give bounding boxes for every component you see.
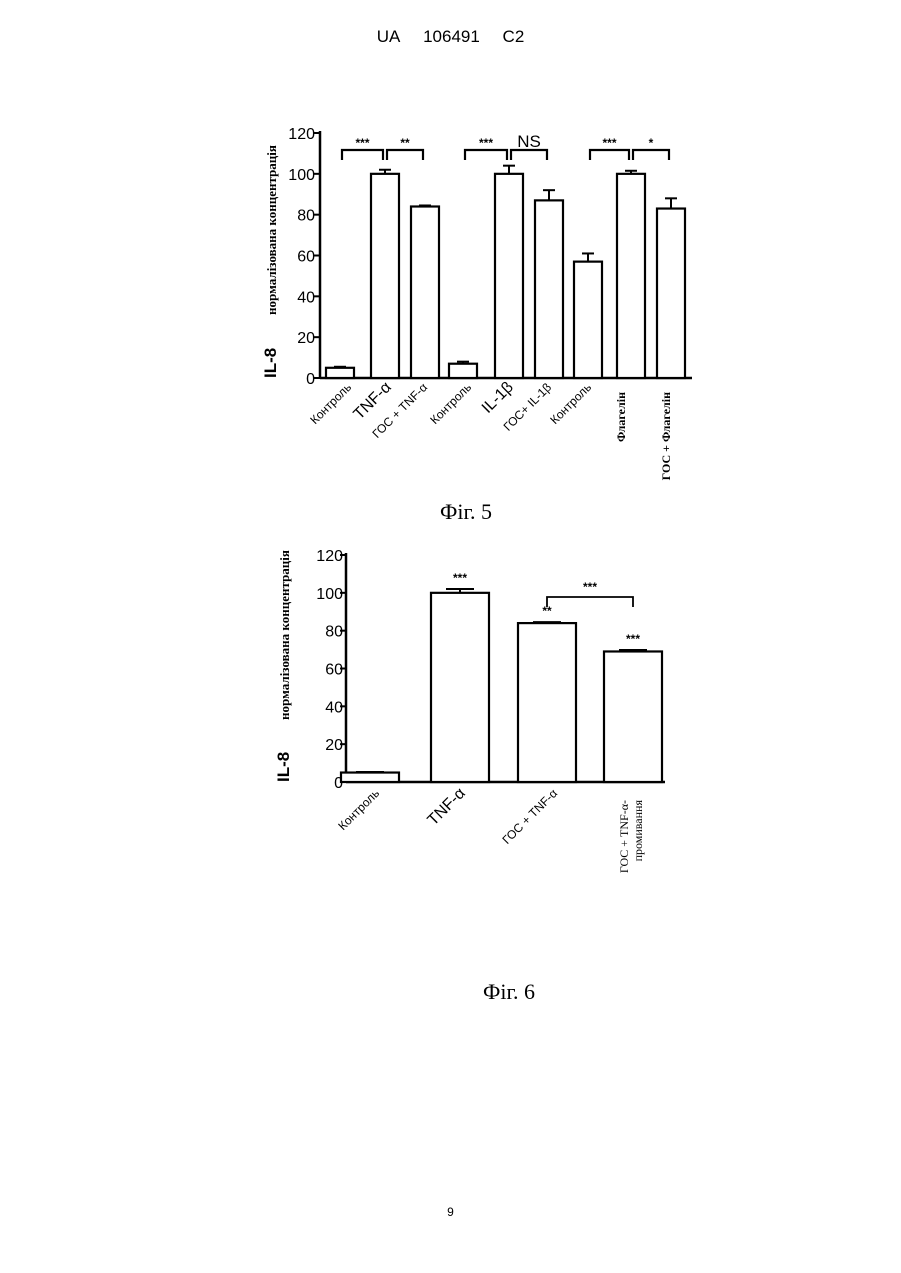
- fig5-bar: [572, 260, 604, 380]
- fig5-significance-bracket: [509, 148, 549, 160]
- fig5-y-tick-label: 0: [306, 371, 315, 388]
- fig5-significance-label: ***: [602, 136, 616, 150]
- fig6-y-label-main: IL-8: [274, 752, 293, 782]
- fig5-y-tick-label: 120: [288, 126, 315, 143]
- fig6-x-category-label: промивання: [631, 800, 645, 862]
- fig5-significance-label: ***: [479, 136, 493, 150]
- fig5-bar: [615, 172, 647, 380]
- fig6-y-tick-label: 60: [325, 662, 343, 679]
- fig5-bar: [369, 172, 401, 380]
- fig6-y-tick-label: 0: [334, 775, 343, 792]
- fig6-bar-significance-label: ***: [453, 571, 467, 585]
- header-country: UA: [376, 27, 401, 46]
- fig5-bar: [533, 199, 565, 380]
- figure-5-caption: Фіг. 5: [440, 499, 493, 524]
- fig5-y-label-sub: нормалізована концентрація: [264, 145, 279, 315]
- fig6-significance-label: ***: [583, 580, 597, 594]
- fig6-significance-bracket: [546, 596, 634, 607]
- fig5-x-category-label: Контроль: [547, 380, 594, 427]
- fig5-x-category-label: TNF-α: [351, 379, 395, 423]
- fig5-y-tick-label: 100: [288, 167, 315, 184]
- fig5-x-category-label: IL-1β: [479, 379, 517, 417]
- fig6-x-category-label: ГОС + TNF-α: [499, 786, 560, 847]
- fig5-bar: [409, 205, 441, 380]
- fig5-significance-label: **: [400, 136, 410, 150]
- fig6-bar: [339, 771, 401, 784]
- figure-6-caption: Фіг. 6: [483, 979, 536, 1004]
- fig6-y-tick-label: 120: [316, 548, 343, 565]
- fig5-bar: [493, 172, 525, 380]
- fig5-y-tick-label: 20: [297, 330, 315, 347]
- fig5-y-tick-label: 40: [297, 289, 315, 306]
- fig5-bar: [447, 362, 479, 380]
- fig6-y-tick-label: 80: [325, 624, 343, 641]
- fig6-bar: [516, 621, 578, 784]
- fig6-y-tick-label: 20: [325, 737, 343, 754]
- fig6-y-tick-label: 100: [316, 586, 343, 603]
- fig5-x-category-label: ГОС+ IL-1β: [501, 380, 555, 434]
- fig5-y-label-main: IL-8: [261, 348, 280, 378]
- fig5-significance-bracket: [340, 148, 385, 160]
- fig5-significance-bracket: [463, 148, 509, 160]
- fig5-significance-bracket: [385, 148, 425, 160]
- fig5-x-category-label: ГОС + TNF-α: [369, 380, 430, 441]
- fig6-x-category-label: TNF-α: [425, 785, 469, 829]
- fig5-x-category-label: Флагелін: [614, 392, 628, 442]
- fig6-bar-significance-label: **: [542, 604, 552, 618]
- page-number: 9: [447, 1205, 454, 1219]
- fig6-bar: [429, 591, 491, 784]
- fig5-significance-bracket: [588, 148, 631, 160]
- fig6-x-category-label: ГОС + TNF-α-: [617, 800, 631, 873]
- fig5-bar: [324, 366, 356, 380]
- fig6-y-tick-label: 40: [325, 699, 343, 716]
- fig6-x-category-label: Контроль: [335, 786, 382, 833]
- fig5-significance-bracket: [631, 148, 671, 160]
- fig6-y-label-sub: нормалізована концентрація: [277, 550, 292, 720]
- fig5-x-category-label: ГОС + Флагелін: [659, 392, 673, 480]
- fig5-y-tick-label: 60: [297, 249, 315, 266]
- fig6-bar-significance-label: ***: [626, 632, 640, 646]
- fig5-bar: [655, 207, 687, 380]
- fig5-y-tick-label: 80: [297, 208, 315, 225]
- document-header: UA 106491 C2: [0, 27, 901, 47]
- header-kind: C2: [502, 27, 525, 46]
- fig5-x-category-label: Контроль: [427, 380, 474, 427]
- fig5-significance-label: NS: [517, 132, 541, 151]
- fig5-significance-label: ***: [355, 136, 369, 150]
- header-number: 106491: [423, 27, 480, 46]
- fig5-significance-label: *: [649, 136, 654, 150]
- fig5-x-category-label: Контроль: [307, 380, 354, 427]
- fig6-bar: [602, 650, 664, 784]
